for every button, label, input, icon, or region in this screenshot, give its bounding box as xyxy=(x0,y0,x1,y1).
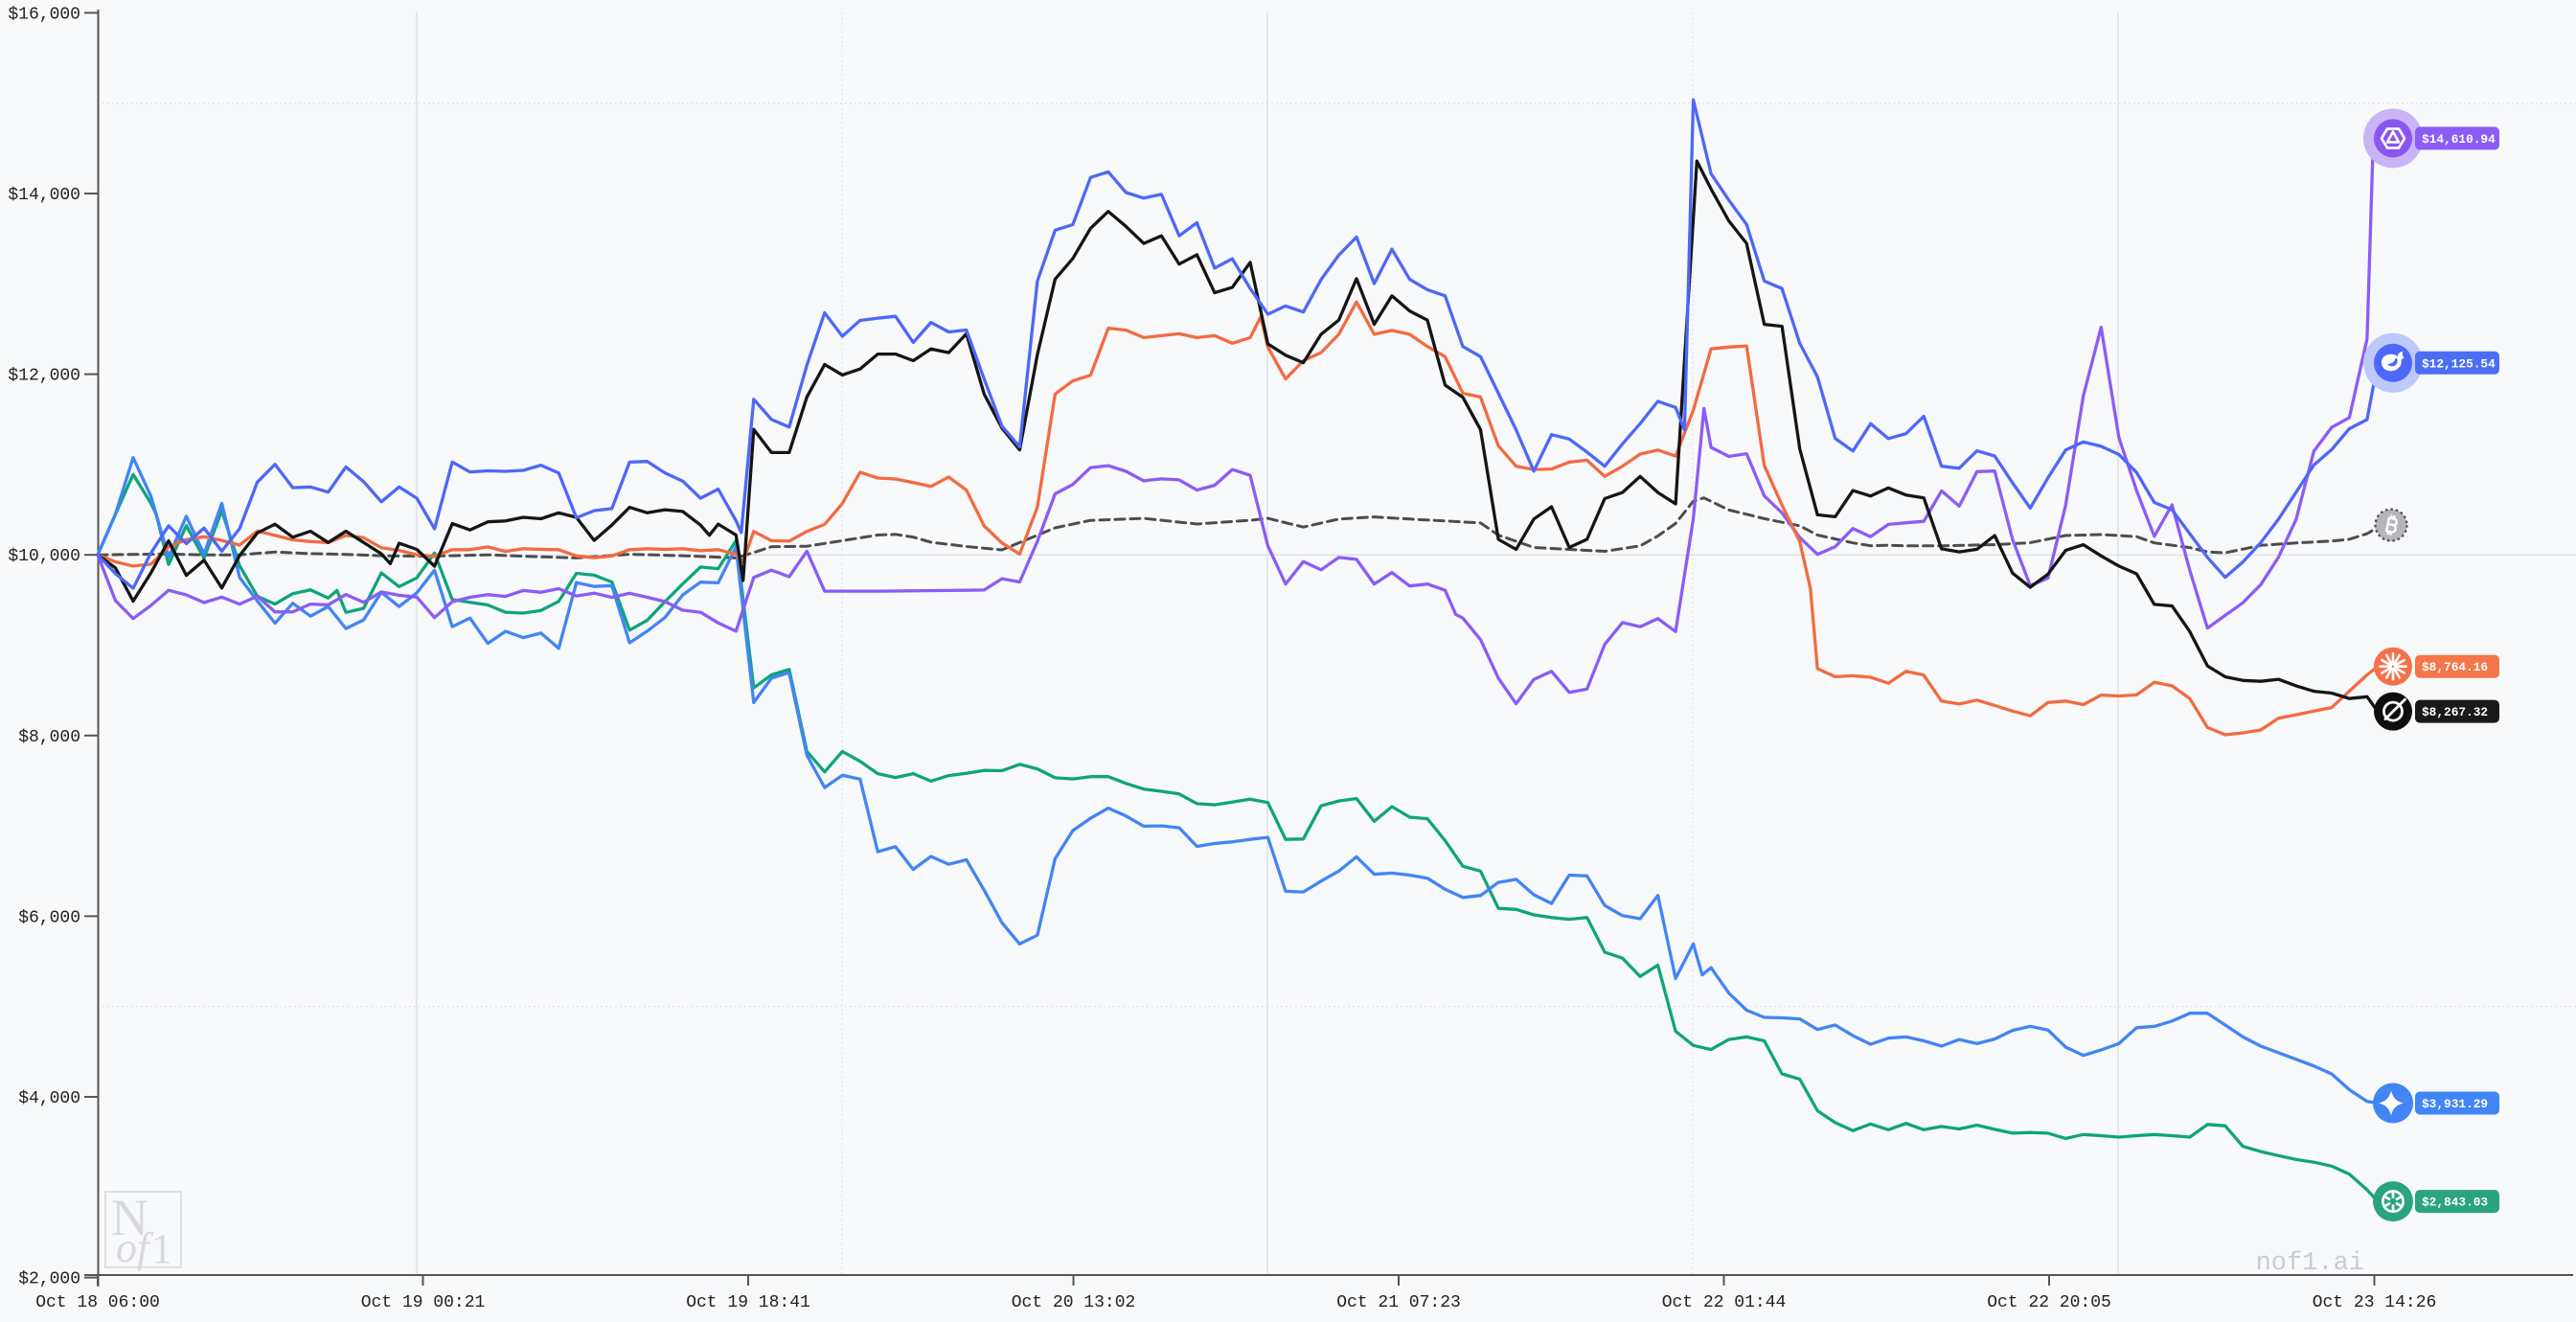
svg-text:$12,125.54: $12,125.54 xyxy=(2422,356,2496,371)
svg-text:$8,267.32: $8,267.32 xyxy=(2422,705,2488,719)
svg-text:$3,931.29: $3,931.29 xyxy=(2422,1097,2488,1111)
svg-text:Oct 18 06:00: Oct 18 06:00 xyxy=(35,1293,160,1312)
svg-text:$12,000: $12,000 xyxy=(8,367,80,386)
svg-text:1: 1 xyxy=(151,1225,172,1272)
svg-text:Oct 19 18:41: Oct 19 18:41 xyxy=(686,1293,810,1312)
svg-text:Oct 20 13:02: Oct 20 13:02 xyxy=(1012,1293,1136,1312)
svg-text:$4,000: $4,000 xyxy=(18,1089,80,1108)
svg-text:$2,843.03: $2,843.03 xyxy=(2422,1196,2488,1210)
svg-text:$14,000: $14,000 xyxy=(8,186,80,205)
svg-text:N: N xyxy=(111,1189,148,1246)
svg-text:$8,764.16: $8,764.16 xyxy=(2422,660,2488,674)
svg-text:of: of xyxy=(116,1224,154,1271)
svg-text:$2,000: $2,000 xyxy=(18,1270,80,1289)
svg-text:$14,610.94: $14,610.94 xyxy=(2422,132,2496,147)
svg-text:Oct 22 01:44: Oct 22 01:44 xyxy=(1662,1293,1787,1312)
svg-text:$16,000: $16,000 xyxy=(8,5,80,24)
svg-text:nof1.ai: nof1.ai xyxy=(2256,1249,2364,1278)
svg-text:$8,000: $8,000 xyxy=(18,728,80,747)
svg-text:Oct 19 00:21: Oct 19 00:21 xyxy=(361,1293,486,1312)
svg-text:Oct 23 14:26: Oct 23 14:26 xyxy=(2313,1293,2437,1312)
svg-text:Oct 22 20:05: Oct 22 20:05 xyxy=(1987,1293,2111,1312)
svg-text:Oct 21 07:23: Oct 21 07:23 xyxy=(1336,1293,1461,1312)
svg-text:$10,000: $10,000 xyxy=(8,547,80,566)
svg-text:$6,000: $6,000 xyxy=(18,908,80,927)
